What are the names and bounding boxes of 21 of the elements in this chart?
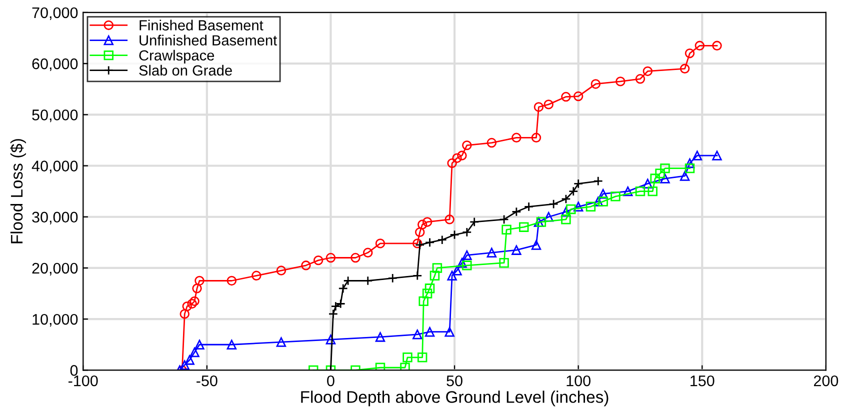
y-tick-label: 40,000 <box>32 160 78 174</box>
x-tick-label: 50 <box>446 375 462 386</box>
y-tick-label: 70,000 <box>32 7 78 20</box>
y-tick-label: 20,000 <box>32 262 78 276</box>
legend-label: Unfinished Basement <box>140 34 278 46</box>
y-axis-title: Flood Loss ($) <box>10 139 26 244</box>
x-axis-title: Flood Depth above Ground Level (inches) <box>301 390 608 406</box>
x-tick-label: 0 <box>327 375 334 386</box>
legend-label: Finished Basement <box>140 20 264 30</box>
legend-label: Crawlspace <box>139 50 214 64</box>
x-tick-label: -100 <box>68 375 98 386</box>
x-tick-label: 200 <box>814 375 838 386</box>
y-tick-label: 30,000 <box>32 212 78 224</box>
x-tick-label: 100 <box>566 375 590 386</box>
x-tick-label: 150 <box>690 375 714 386</box>
x-tick-label: -50 <box>196 375 218 386</box>
y-tick-label: 10,000 <box>32 314 78 327</box>
legend-label: Slab on Grade <box>139 64 232 76</box>
y-tick-label: 50,000 <box>32 110 78 122</box>
y-tick-label: 0 <box>70 365 78 376</box>
y-tick-label: 60,000 <box>32 58 78 72</box>
